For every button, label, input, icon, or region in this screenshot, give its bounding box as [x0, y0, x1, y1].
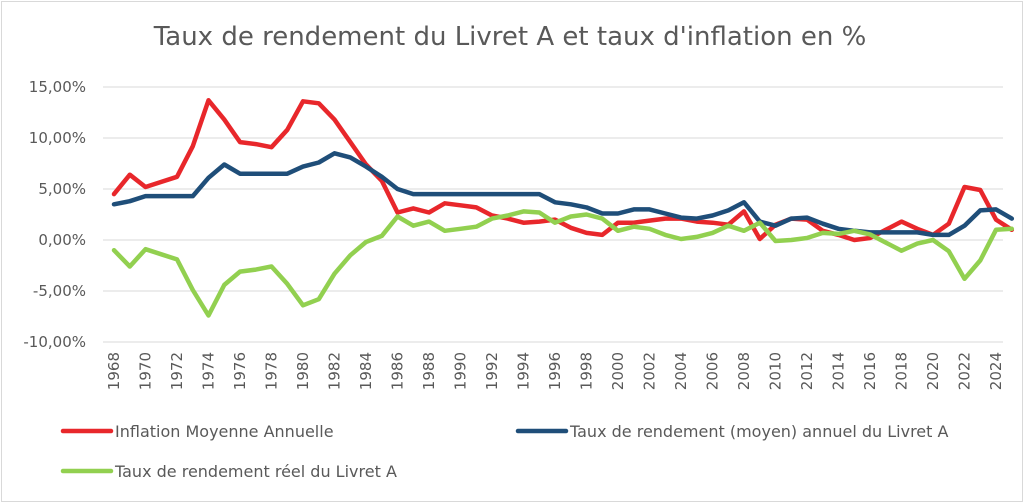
series-lines — [111, 98, 1015, 318]
y-axis-ticks: 15,00% 10,00% 5,00% 0,00% -5,00% -10,00% — [23, 78, 86, 351]
legend: Inflation Moyenne Annuelle Taux de rendem… — [60, 422, 948, 481]
x-tick-label: 1978 — [263, 352, 281, 390]
x-tick-label: 2008 — [735, 352, 753, 390]
x-tick-label: 1992 — [483, 352, 501, 390]
x-tick-label: 1970 — [137, 352, 155, 390]
x-tick-label: 1974 — [200, 352, 218, 390]
y-tick-label: -10,00% — [23, 333, 86, 351]
x-tick-label: 1982 — [326, 352, 344, 390]
x-tick-label: 2012 — [798, 352, 816, 390]
x-tick-label: 2020 — [924, 352, 942, 390]
x-tick-label: 1998 — [578, 352, 596, 390]
x-tick-label: 2024 — [987, 352, 1005, 390]
x-tick-label: 2016 — [861, 352, 879, 390]
chart-title: Taux de rendement du Livret A et taux d'… — [153, 22, 867, 52]
x-tick-label: 2000 — [609, 352, 627, 390]
x-tick-label: 1968 — [105, 352, 123, 390]
x-axis-ticks: 1968 1970 1972 1974 1976 1978 1980 1982 1984 1986… — [105, 352, 1005, 390]
legend-label-1: Inflation Moyenne Annuelle — [115, 422, 334, 441]
x-tick-label: 2010 — [767, 352, 785, 390]
x-tick-label: 2014 — [830, 352, 848, 390]
x-tick-label: 2006 — [704, 352, 722, 390]
x-tick-label: 2002 — [641, 352, 659, 390]
x-tick-label: 1990 — [452, 352, 470, 390]
x-tick-label: 1994 — [515, 352, 533, 390]
legend-label-3: Taux de rendement réel du Livret A — [114, 462, 397, 481]
x-tick-label: 1986 — [389, 352, 407, 390]
grid-lines — [103, 86, 1003, 343]
y-tick-label: -5,00% — [33, 282, 86, 300]
x-tick-label: 1980 — [294, 352, 312, 390]
y-tick-label: 0,00% — [38, 231, 86, 249]
x-tick-label: 2004 — [672, 352, 690, 390]
x-tick-label: 1984 — [357, 352, 375, 390]
series-line-1 — [111, 98, 1015, 243]
series-line-3 — [111, 209, 1015, 318]
y-tick-label: 15,00% — [29, 78, 86, 96]
legend-label-2: Taux de rendement (moyen) annuel du Livr… — [569, 422, 948, 441]
x-tick-label: 1972 — [168, 352, 186, 390]
y-tick-label: 10,00% — [29, 129, 86, 147]
x-tick-label: 1976 — [231, 352, 249, 390]
x-tick-label: 1996 — [546, 352, 564, 390]
x-tick-label: 2018 — [893, 352, 911, 390]
x-tick-label: 1988 — [420, 352, 438, 390]
x-tick-label: 2022 — [956, 352, 974, 390]
y-tick-label: 5,00% — [38, 180, 86, 198]
